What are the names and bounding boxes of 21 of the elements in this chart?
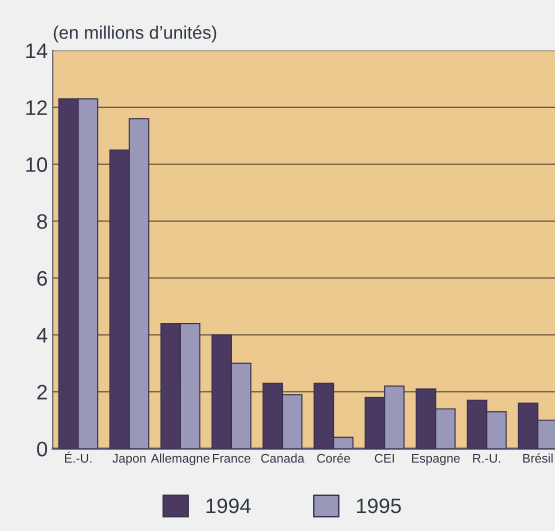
x-tick-label: France bbox=[213, 454, 250, 463]
x-tick-label: Corée bbox=[317, 453, 350, 463]
y-tick-label: 0 bbox=[37, 442, 48, 456]
x-tick-label: É.-U. bbox=[65, 452, 92, 463]
legend-label: 1994 bbox=[206, 498, 251, 514]
y-tick-label: 10 bbox=[26, 157, 48, 172]
y-tick-label: 6 bbox=[37, 271, 47, 286]
x-tick-label: Canada bbox=[261, 454, 304, 463]
x-tick-label: Japon bbox=[112, 454, 146, 466]
x-tick-label: R.-U. bbox=[473, 454, 500, 463]
y-tick-label: 4 bbox=[36, 328, 48, 342]
legend-label: 1995 bbox=[357, 498, 401, 514]
x-tick-label: Allemagne bbox=[150, 454, 210, 466]
y-tick-label: 2 bbox=[37, 384, 47, 400]
y-axis-title: (en millions d’unités) bbox=[54, 25, 216, 42]
x-tick-label: Espagne bbox=[412, 454, 460, 466]
y-tick-label: 14 bbox=[26, 44, 48, 58]
y-tick-label: 8 bbox=[37, 214, 47, 229]
x-tick-label: Brésil bbox=[523, 453, 553, 463]
x-tick-label: CEI bbox=[374, 454, 394, 463]
y-tick-label: 12 bbox=[26, 100, 47, 115]
